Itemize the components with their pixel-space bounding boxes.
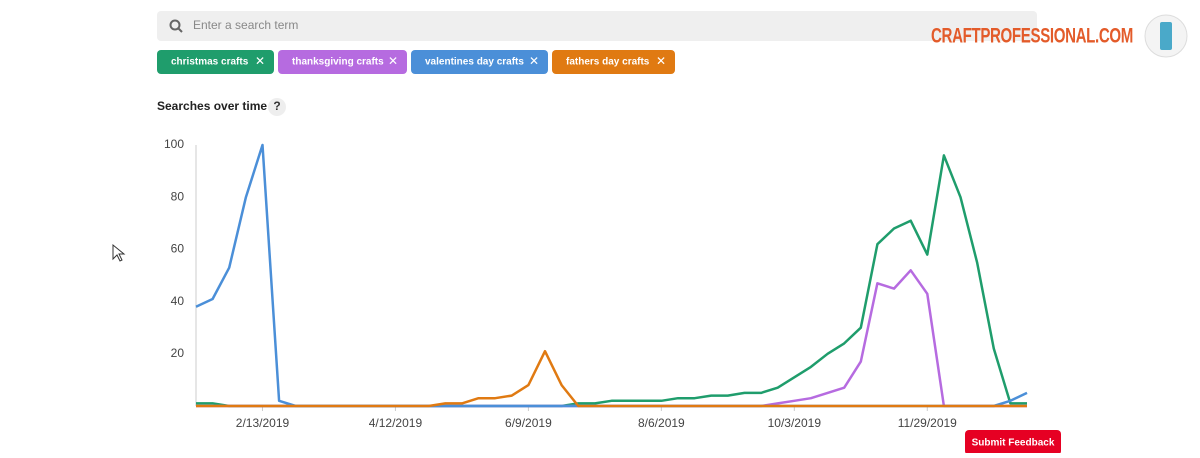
x-tick-label: 11/29/2019	[898, 416, 957, 430]
tag-chip[interactable]	[278, 50, 407, 74]
tag-chip[interactable]	[157, 50, 274, 74]
series-line	[195, 143, 1028, 408]
y-tick-label: 80	[171, 189, 185, 203]
x-tick-label: 2/13/2019	[236, 416, 290, 430]
brand: CRAFTPROFESSIONAL.COM	[931, 25, 1133, 48]
help-text: ?	[273, 99, 280, 113]
tag-label: valentines day crafts	[425, 57, 524, 68]
search-icon	[177, 27, 183, 33]
tag-label: thanksgiving crafts	[292, 57, 384, 68]
series-line	[196, 349, 1027, 408]
y-tick-label: 40	[171, 294, 185, 308]
x-tick-label: 10/3/2019	[768, 416, 822, 430]
feedback-text: Submit Feedback	[972, 438, 1055, 449]
tag-close[interactable]: ✕	[388, 54, 398, 68]
y-tick-label: 100	[164, 137, 184, 151]
x-tick-label: 4/12/2019	[369, 416, 423, 430]
cursor	[112, 243, 126, 262]
help-icon[interactable]	[268, 98, 286, 116]
series-line	[196, 269, 1027, 408]
search-bar[interactable]	[157, 11, 1037, 41]
tag-chip[interactable]	[552, 50, 675, 74]
search-placeholder: Enter a search term	[193, 18, 298, 32]
tag-label: christmas crafts	[171, 57, 249, 68]
search-icon	[169, 19, 181, 31]
tag-chip[interactable]	[411, 50, 548, 74]
y-tick-label: 20	[171, 346, 185, 360]
tag-label: fathers day crafts	[566, 57, 650, 68]
y-tick-label: 60	[171, 242, 185, 256]
tag-close[interactable]: ✕	[255, 54, 265, 68]
tag-close[interactable]: ✕	[656, 54, 666, 68]
feedback-button[interactable]	[965, 430, 1061, 455]
x-tick-label: 8/6/2019	[638, 416, 685, 430]
chart-title: Searches over time	[157, 99, 267, 113]
tag-close[interactable]: ✕	[529, 54, 539, 68]
x-tick-label: 6/9/2019	[505, 416, 552, 430]
logo-spool	[1160, 22, 1172, 50]
